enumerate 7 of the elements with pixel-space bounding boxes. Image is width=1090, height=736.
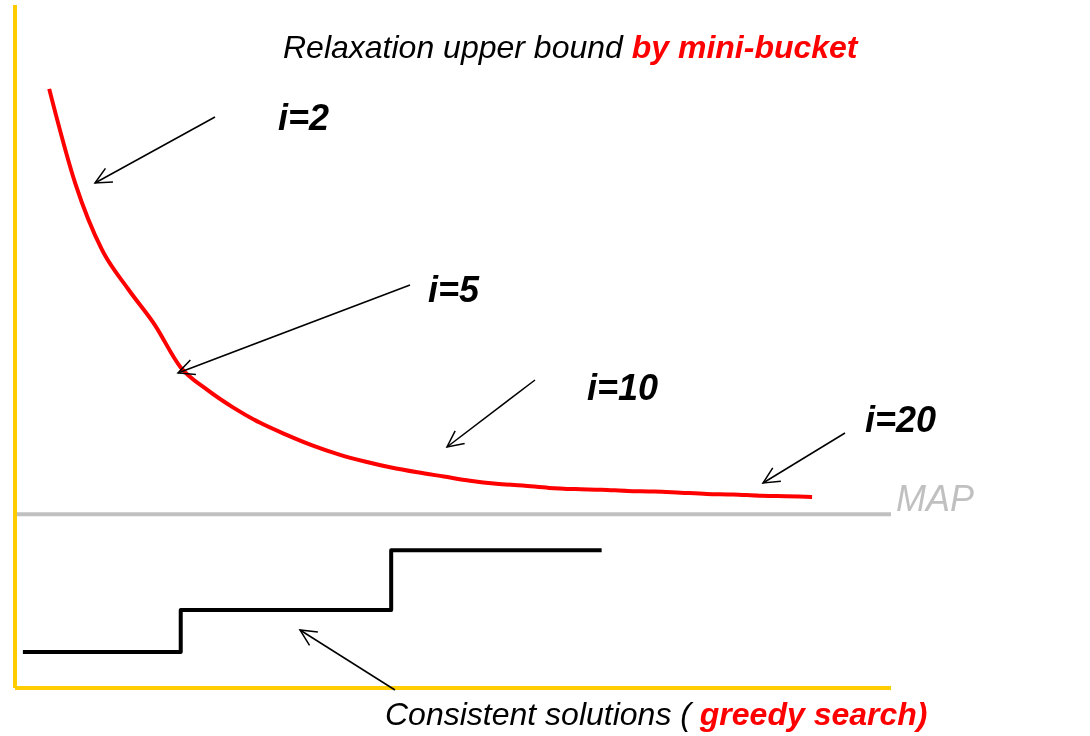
chart-title: Relaxation upper bound by mini-bucket bbox=[283, 29, 859, 65]
x-axis-title: Consistent solutions ( greedy search) bbox=[385, 696, 928, 732]
text: i=20 bbox=[865, 399, 937, 440]
annotation: i=5 bbox=[428, 269, 481, 310]
ref-line-label: MAP bbox=[896, 478, 975, 520]
annotation: i=2 bbox=[278, 97, 330, 138]
annotation: i=10 bbox=[587, 367, 659, 408]
